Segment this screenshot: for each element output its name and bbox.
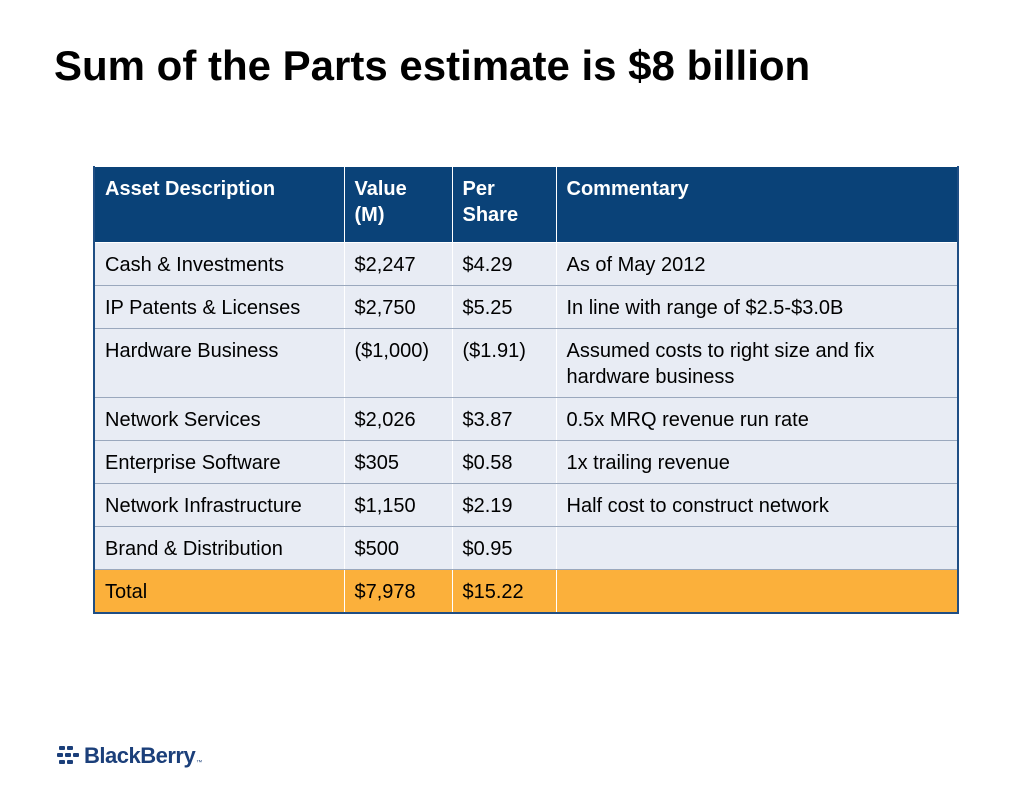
cell-value: $2,750 [343,285,453,329]
table-row: Network Infrastructure $1,150 $2.19 Half… [93,483,959,527]
cell-total-per-share: $15.22 [451,569,557,614]
cell-asset: IP Patents & Licenses [93,285,345,329]
cell-value: $305 [343,440,453,484]
cell-asset: Network Services [93,397,345,441]
blackberry-logo-icon [57,744,81,768]
cell-per-share: $5.25 [451,285,557,329]
logo-wordmark: BlackBerry [84,743,196,768]
sum-of-parts-table: Asset Description Value (M) Per Share Co… [93,166,959,614]
table-row: Network Services $2,026 $3.87 0.5x MRQ r… [93,397,959,441]
cell-per-share: ($1.91) [451,328,557,398]
cell-total-label: Total [93,569,345,614]
table-header-row: Asset Description Value (M) Per Share Co… [93,166,959,243]
cell-commentary: 0.5x MRQ revenue run rate [555,397,959,441]
table-row: Enterprise Software $305 $0.58 1x traili… [93,440,959,484]
cell-asset: Brand & Distribution [93,526,345,570]
cell-value: $2,247 [343,242,453,286]
cell-total-value: $7,978 [343,569,453,614]
cell-commentary: In line with range of $2.5-$3.0B [555,285,959,329]
cell-asset: Network Infrastructure [93,483,345,527]
cell-commentary [555,526,959,570]
cell-per-share: $4.29 [451,242,557,286]
header-commentary: Commentary [555,166,959,243]
table-row: IP Patents & Licenses $2,750 $5.25 In li… [93,285,959,329]
cell-commentary: Assumed costs to right size and fix hard… [555,328,959,398]
cell-per-share: $2.19 [451,483,557,527]
cell-asset: Hardware Business [93,328,345,398]
cell-per-share: $3.87 [451,397,557,441]
cell-per-share: $0.95 [451,526,557,570]
header-value: Value (M) [343,166,453,243]
header-per-share: Per Share [451,166,557,243]
cell-commentary: As of May 2012 [555,242,959,286]
logo-trademark: ™ [196,760,203,766]
cell-total-commentary [555,569,959,614]
cell-value: $500 [343,526,453,570]
table-row: Cash & Investments $2,247 $4.29 As of Ma… [93,242,959,286]
slide-title: Sum of the Parts estimate is $8 billion [54,42,811,89]
cell-asset: Enterprise Software [93,440,345,484]
header-asset-description: Asset Description [93,166,345,243]
table-row: Brand & Distribution $500 $0.95 [93,526,959,570]
cell-commentary: 1x trailing revenue [555,440,959,484]
cell-value: $1,150 [343,483,453,527]
cell-commentary: Half cost to construct network [555,483,959,527]
blackberry-logo: BlackBerry ™ [57,743,202,769]
table-row: Hardware Business ($1,000) ($1.91) Assum… [93,328,959,398]
cell-value: $2,026 [343,397,453,441]
cell-per-share: $0.58 [451,440,557,484]
cell-asset: Cash & Investments [93,242,345,286]
table-total-row: Total $7,978 $15.22 [93,569,959,614]
cell-value: ($1,000) [343,328,453,398]
